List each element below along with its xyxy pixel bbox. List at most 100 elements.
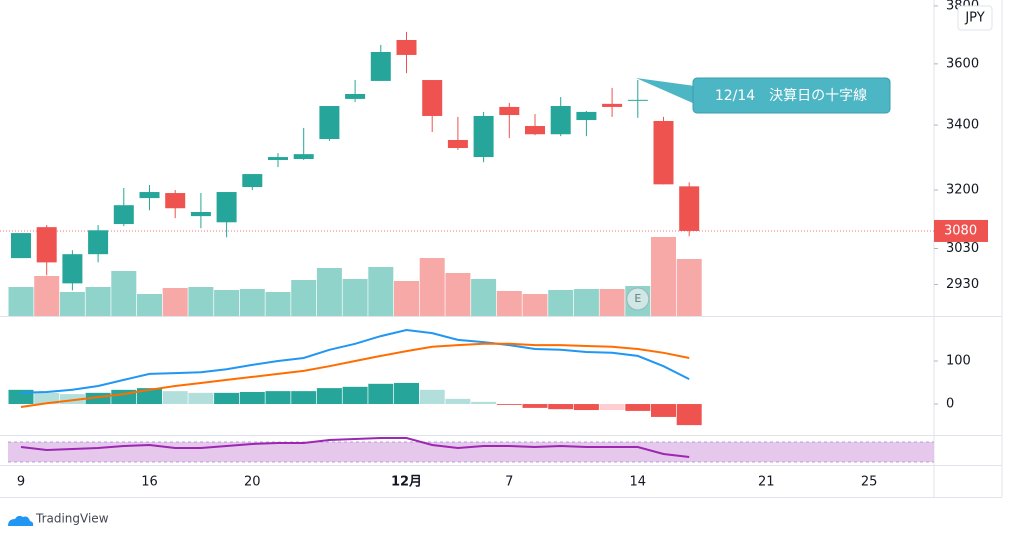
macd-histogram-bar: [394, 382, 419, 405]
x-tick-label: 14: [630, 475, 647, 490]
earnings-marker-label: E: [634, 292, 641, 305]
candle-body: [190, 212, 211, 217]
macd-histogram-bar: [59, 394, 85, 405]
candle-body: [319, 106, 340, 140]
rsi-band: [8, 442, 934, 462]
macd-histogram-bar: [316, 388, 342, 405]
candle-body: [525, 126, 545, 135]
volume-bar: [522, 294, 548, 316]
y-tick-label: 3600: [946, 56, 979, 71]
macd-histogram-bar: [162, 391, 188, 405]
macd-line: [20, 328, 690, 394]
macd-histogram-bar: [419, 389, 445, 405]
y-tick-label: 3400: [946, 118, 979, 133]
y-tick-label: 3200: [946, 183, 979, 198]
macd-histogram-bar: [496, 404, 522, 405]
candle-body: [268, 157, 288, 160]
candle-body: [499, 106, 520, 116]
candle-body: [242, 174, 263, 188]
volume-bar: [239, 289, 265, 316]
volume-bar: [676, 259, 702, 316]
y-tick-label: 2930: [946, 277, 979, 292]
macd-histogram-bar: [573, 404, 599, 411]
macd-histogram-bar: [471, 401, 497, 405]
macd-histogram-bar: [342, 386, 368, 405]
macd-histogram-bar: [188, 392, 214, 405]
candle-body: [602, 103, 623, 107]
candle-body: [627, 99, 648, 101]
macd-histogram-bar: [137, 388, 162, 405]
x-tick-label: 20: [244, 475, 261, 490]
candle-body: [653, 120, 674, 185]
currency-label: JPY: [964, 11, 984, 26]
macd-histogram-bar: [214, 392, 240, 405]
volume-bar: [471, 279, 497, 316]
volume-bar: [548, 290, 574, 316]
volume-bar: [573, 289, 599, 316]
candle-body: [345, 94, 366, 99]
macd-histogram-bar: [85, 392, 111, 405]
x-tick-label: 12月: [391, 475, 422, 490]
macd-histogram-bar: [625, 404, 651, 411]
y-tick-label: 100: [946, 354, 971, 369]
logo[interactable]: TradingView: [8, 512, 109, 527]
candle-body: [679, 186, 700, 231]
last-price-badge: [934, 219, 988, 242]
volume-bar: [419, 258, 445, 316]
candle-body: [11, 233, 31, 259]
volume-bar: [445, 273, 471, 316]
candle-body: [473, 115, 494, 158]
volume-bar: [394, 281, 419, 316]
x-tick-label: 25: [861, 475, 878, 490]
candle-body: [370, 51, 391, 81]
macd-histogram-bar: [522, 404, 548, 408]
candle-body: [113, 205, 134, 225]
volume-bar: [59, 292, 85, 316]
volume-bar: [188, 287, 214, 316]
volume-bar: [368, 267, 394, 316]
x-tick-label: 7: [505, 475, 513, 490]
earnings-marker: [626, 287, 650, 311]
volume-bar: [214, 290, 240, 316]
volume-bar: [265, 292, 291, 316]
volume-bar: [651, 237, 676, 316]
volume-bar: [342, 279, 368, 316]
macd-histogram-bar: [445, 398, 471, 405]
volume-bar: [599, 289, 625, 316]
callout-box: [692, 77, 891, 114]
macd-histogram-bar: [239, 391, 265, 405]
rsi-line: [20, 437, 690, 458]
candle-body: [396, 39, 417, 55]
x-tick-label: 16: [141, 475, 158, 490]
macd-histogram-bar: [548, 404, 574, 410]
candle-body: [165, 193, 186, 209]
logo-icon: [8, 515, 34, 526]
macd-histogram-bar: [651, 404, 676, 417]
candle-body: [550, 106, 571, 135]
candle-body: [88, 230, 109, 255]
logo-text: TradingView: [35, 512, 109, 526]
callout-text: 12/14 決算日の十字線: [715, 88, 867, 104]
volume-bar: [291, 280, 317, 316]
candle-body: [293, 154, 314, 160]
volume-bar: [496, 291, 522, 316]
macd-histogram-bar: [34, 392, 60, 405]
candle-body: [36, 227, 57, 263]
currency-badge[interactable]: [957, 5, 993, 31]
x-tick-label: 9: [17, 475, 25, 490]
candle-body: [139, 192, 160, 199]
macd-histogram-bar: [368, 383, 394, 405]
volume-bar: [162, 288, 188, 316]
macd-histogram-bar: [676, 404, 702, 426]
volume-bar: [137, 294, 162, 316]
volume-bar: [34, 276, 60, 316]
volume-bar: [111, 271, 137, 316]
volume-bar: [316, 268, 342, 316]
x-tick-label: 21: [758, 475, 775, 490]
volume-bar: [85, 287, 111, 316]
candle-body: [576, 111, 597, 121]
macd-histogram-bar: [599, 404, 625, 411]
volume-bar: [8, 287, 34, 316]
candle-body: [62, 254, 83, 284]
